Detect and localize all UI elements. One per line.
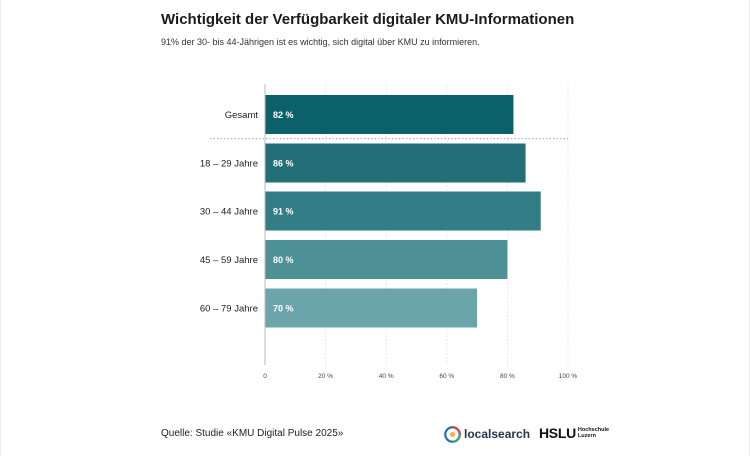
bar-value-label: 82 % <box>273 110 294 120</box>
hslu-logo: HSLU Hochschule Luzern <box>539 425 609 441</box>
bar-value-label: 91 % <box>273 207 294 217</box>
bar <box>265 240 508 279</box>
x-tick-label: 40 % <box>379 373 394 380</box>
category-label: 18 – 29 Jahre <box>200 159 258 170</box>
category-label: Gesamt <box>225 110 259 121</box>
bar-value-label: 80 % <box>273 255 294 265</box>
x-tick-label: 0 <box>263 373 267 380</box>
x-tick-labels: 0 20 % 40 % 60 % 80 % 100 % <box>263 373 577 380</box>
bar <box>265 143 526 183</box>
localsearch-logo-icon <box>444 425 461 443</box>
x-tick-label: 100 % <box>559 373 578 380</box>
bar <box>265 191 541 231</box>
hslu-logo-text: HSLU <box>539 425 576 441</box>
bar <box>265 95 514 134</box>
source-note: Quelle: Studie «KMU Digital Pulse 2025» <box>161 428 344 439</box>
x-tick-label: 20 % <box>318 373 333 380</box>
chart-title: Wichtigkeit der Verfügbarkeit digitaler … <box>161 11 575 28</box>
localsearch-logo: localsearch <box>444 424 530 444</box>
hslu-logo-subtext: Hochschule Luzern <box>577 427 610 439</box>
localsearch-logo-text: localsearch <box>464 427 531 441</box>
chart-subtitle: 91% der 30- bis 44-Jährigen ist es wicht… <box>161 37 480 47</box>
category-label: 60 – 79 Jahre <box>200 304 258 315</box>
category-label: 45 – 59 Jahre <box>200 255 258 266</box>
bar <box>265 288 478 328</box>
category-labels: Gesamt 18 – 29 Jahre 30 – 44 Jahre 45 – 59 … <box>200 110 258 315</box>
x-tick-label: 80 % <box>500 373 515 380</box>
bar-value-label: 70 % <box>273 304 294 314</box>
x-tick-label: 60 % <box>439 373 454 380</box>
category-label: 30 – 44 Jahre <box>200 207 258 218</box>
bars <box>265 95 541 328</box>
bar-value-labels: 82 % 86 % 91 % 80 % 70 % <box>273 110 294 314</box>
bar-value-label: 86 % <box>273 159 294 169</box>
